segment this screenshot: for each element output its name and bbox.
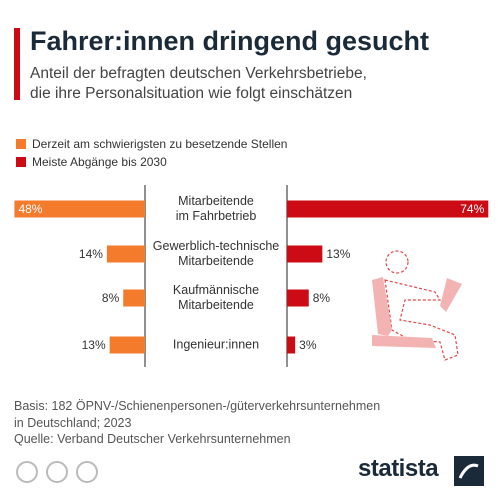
legend-swatch (16, 139, 26, 149)
legend-label: Meiste Abgänge bis 2030 (32, 155, 167, 169)
value-label: 13% (326, 247, 351, 261)
legend-swatch (16, 157, 26, 167)
bar (106, 245, 145, 263)
bar (287, 289, 309, 307)
value-label: 14% (78, 247, 103, 261)
brand-icon (454, 456, 484, 486)
basis-note: Basis: 182 ÖPNV-/Schienenpersonen-/güter… (14, 399, 381, 430)
value-label: 8% (101, 291, 120, 305)
category-label: Ingenieur:innen (172, 337, 260, 352)
chart-title: Fahrer:innen dringend gesucht (30, 26, 430, 56)
bar (287, 336, 296, 354)
bar (287, 245, 323, 263)
legend-label: Derzeit am schwierigsten zu besetzende S… (32, 137, 288, 151)
seat-shape (372, 277, 462, 348)
value-label: 74% (460, 202, 485, 216)
accent-bar (14, 28, 20, 100)
bar (14, 200, 145, 218)
bar (109, 336, 145, 354)
bar (123, 289, 145, 307)
brand-logo: statista (358, 455, 439, 482)
chart-subtitle: Anteil der befragten deutschen Verkehrsb… (30, 65, 367, 102)
brand-icon-mark (458, 463, 479, 479)
category-label: Mitarbeitende im Fahrbetrieb (175, 194, 257, 223)
category-label: Kaufmännische Mitarbeitende (172, 283, 260, 312)
value-label: 48% (18, 202, 43, 216)
value-label: 3% (299, 338, 317, 352)
value-label: 8% (312, 291, 331, 305)
value-label: 13% (81, 338, 106, 352)
source-note: Quelle: Verband Deutscher Verkehrsuntern… (14, 432, 291, 446)
bar (287, 200, 489, 218)
license-icons (16, 461, 98, 483)
category-label: Gewerblich-technische Mitarbeitende (152, 239, 280, 268)
